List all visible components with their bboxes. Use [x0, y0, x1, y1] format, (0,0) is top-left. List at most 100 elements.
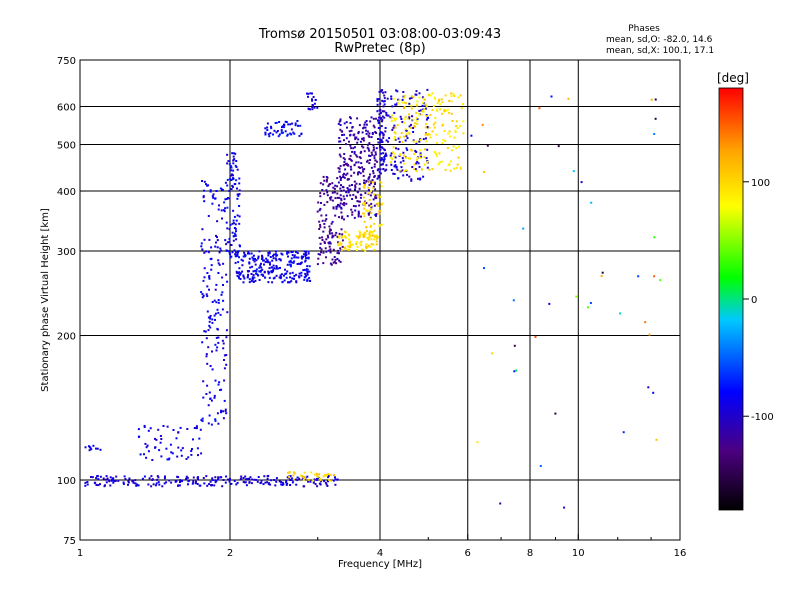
- data-point: [191, 482, 194, 485]
- data-point: [351, 198, 354, 200]
- data-point: [200, 242, 203, 245]
- data-point: [327, 476, 329, 479]
- data-point: [390, 119, 393, 122]
- data-point: [442, 139, 445, 142]
- data-point: [147, 429, 150, 432]
- data-point: [369, 224, 372, 227]
- data-point: [403, 96, 405, 99]
- data-point: [451, 120, 454, 122]
- data-point: [293, 274, 296, 277]
- data-point: [317, 201, 320, 204]
- data-point: [208, 483, 210, 486]
- data-point: [289, 276, 292, 279]
- data-point: [275, 266, 278, 269]
- data-point: [375, 243, 378, 246]
- data-point: [418, 109, 421, 112]
- data-point: [96, 447, 99, 450]
- data-point: [548, 302, 551, 305]
- data-point: [405, 156, 408, 159]
- data-point: [388, 137, 391, 140]
- data-point: [105, 475, 108, 478]
- data-point: [320, 251, 323, 254]
- data-point: [288, 263, 291, 266]
- data-point: [226, 162, 229, 165]
- data-point: [161, 485, 164, 488]
- data-point: [345, 137, 348, 140]
- data-point: [313, 478, 316, 481]
- data-point: [147, 450, 150, 453]
- data-point: [410, 107, 413, 110]
- data-point: [197, 478, 199, 481]
- data-point: [376, 169, 379, 172]
- data-point: [410, 123, 412, 126]
- data-point: [369, 155, 372, 157]
- data-point: [219, 313, 222, 316]
- data-point: [99, 448, 102, 451]
- data-point: [295, 281, 298, 284]
- data-point: [216, 346, 219, 349]
- data-point: [338, 167, 341, 170]
- data-point: [287, 255, 289, 258]
- data-point: [358, 242, 361, 245]
- data-point: [368, 176, 371, 178]
- data-point: [655, 438, 658, 441]
- data-point: [447, 132, 450, 135]
- data-point: [195, 427, 198, 430]
- data-point: [223, 359, 225, 361]
- data-point: [448, 99, 451, 102]
- data-point: [206, 272, 209, 274]
- data-point: [359, 193, 362, 196]
- data-point: [237, 261, 240, 264]
- data-point: [455, 125, 458, 127]
- data-point: [385, 168, 388, 171]
- data-point: [320, 202, 322, 204]
- data-point: [368, 232, 371, 235]
- data-point: [332, 479, 335, 482]
- data-point: [408, 116, 411, 119]
- data-point: [258, 270, 261, 273]
- data-point: [380, 152, 383, 155]
- data-point: [383, 116, 386, 119]
- data-point: [344, 248, 347, 251]
- data-point: [376, 99, 379, 102]
- data-point: [208, 275, 211, 277]
- data-point: [333, 261, 336, 263]
- data-point: [158, 449, 161, 452]
- data-point: [339, 194, 342, 197]
- data-point: [481, 123, 484, 126]
- data-point: [391, 128, 394, 131]
- data-point: [236, 274, 239, 277]
- data-point: [384, 127, 387, 129]
- data-point: [187, 480, 190, 483]
- data-point: [319, 242, 322, 245]
- data-point: [213, 394, 216, 397]
- data-point: [421, 104, 424, 107]
- data-point: [261, 255, 264, 258]
- data-point: [200, 291, 203, 294]
- data-point: [215, 283, 218, 286]
- data-point: [305, 254, 308, 256]
- data-point: [306, 92, 308, 95]
- data-point: [425, 140, 428, 143]
- data-point: [302, 476, 305, 479]
- chart-subtitle: RwPretec (8p): [334, 41, 425, 56]
- data-point: [414, 149, 417, 152]
- data-point: [451, 149, 454, 152]
- data-point: [267, 482, 270, 485]
- data-point: [366, 245, 369, 248]
- data-point: [416, 104, 419, 107]
- data-point: [538, 107, 541, 110]
- data-point: [219, 187, 222, 190]
- data-point: [169, 443, 172, 446]
- data-point: [181, 447, 184, 450]
- data-point: [286, 133, 289, 136]
- data-point: [317, 253, 320, 256]
- data-point: [323, 242, 326, 244]
- data-point: [364, 192, 367, 195]
- data-point: [438, 98, 441, 101]
- data-point: [266, 477, 269, 480]
- data-point: [600, 275, 603, 277]
- data-point: [227, 160, 230, 163]
- data-point: [339, 243, 342, 246]
- data-point: [305, 257, 308, 259]
